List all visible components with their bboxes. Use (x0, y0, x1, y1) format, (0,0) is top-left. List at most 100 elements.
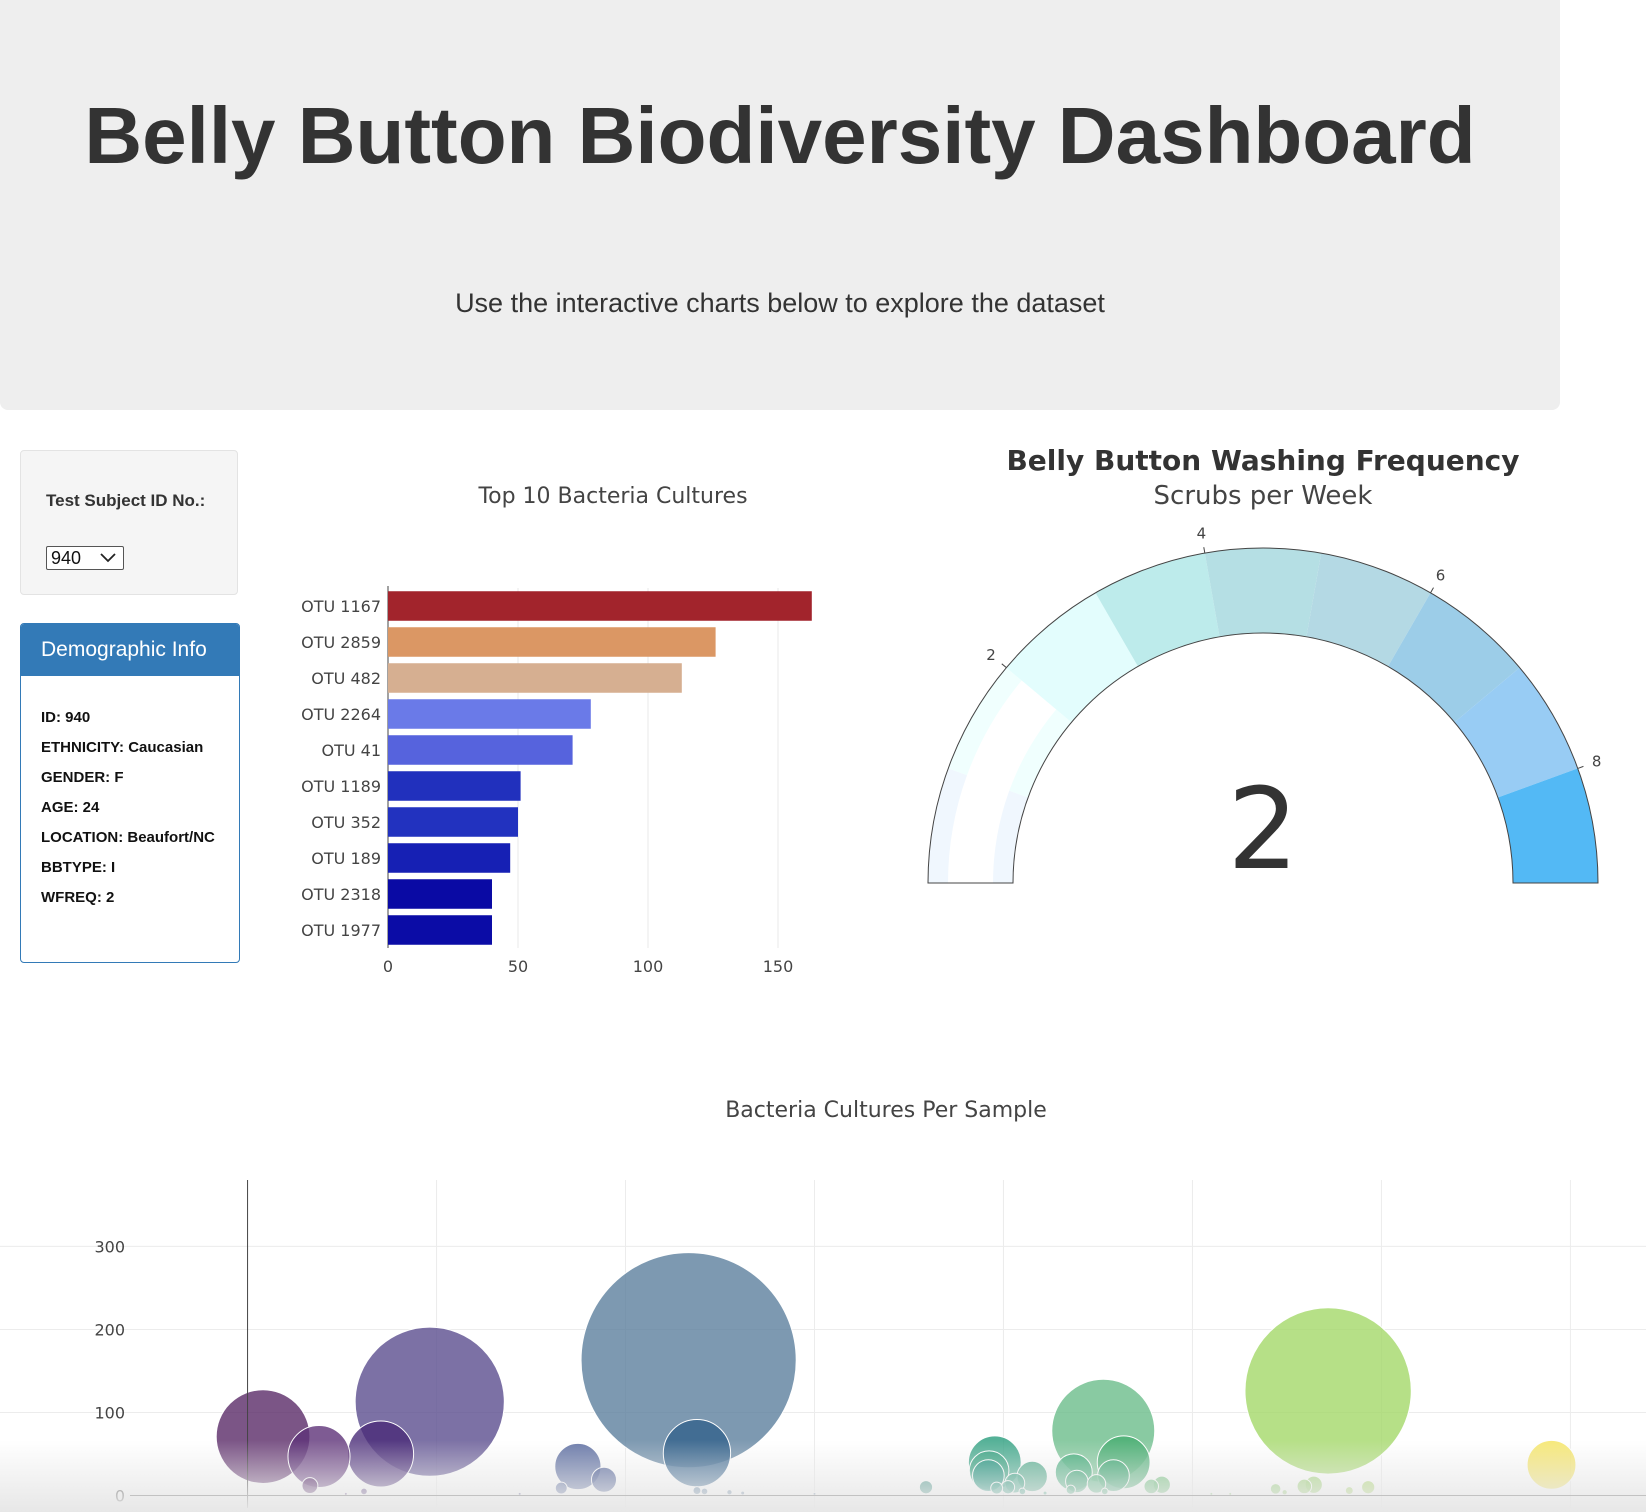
bubble-point-36 (360, 1487, 368, 1496)
bar-label-3: OTU 2264 (301, 705, 381, 724)
bar-xtick-3: 150 (763, 957, 794, 976)
demographic-wfreq: WFREQ: 2 (41, 889, 115, 906)
bar-label-7: OTU 189 (311, 849, 381, 868)
bubble-point-23 (301, 1477, 319, 1494)
bubble-point-7 (287, 1424, 351, 1489)
demographic-gender: GENDER: F (41, 769, 124, 786)
demographic-panel: Demographic Info ID: 940 ETHNICITY: Cauc… (20, 623, 240, 963)
chevron-down-icon (100, 553, 116, 563)
bubble-point-26 (1361, 1480, 1376, 1495)
top10-bar-chart: Top 10 Bacteria Cultures 0 50 100 150 OTU 116… (301, 484, 812, 976)
bar-4 (388, 735, 573, 765)
demographic-panel-heading: Demographic Info (21, 624, 239, 676)
subject-id-select[interactable]: 940 (46, 546, 124, 570)
bubble-point-28 (1000, 1480, 1016, 1495)
bar-label-5: OTU 1189 (301, 777, 381, 796)
bubble-point-45 (343, 1491, 348, 1496)
bubble-point-46 (812, 1491, 817, 1496)
bubble-point-47 (1228, 1491, 1233, 1496)
demographic-location: LOCATION: Beaufort/NC (41, 829, 215, 846)
bubble-point-30 (554, 1481, 568, 1495)
gauge-step-7 (1454, 667, 1578, 798)
subject-selector-label: Test Subject ID No.: (46, 491, 206, 510)
gauge-step-3 (1095, 553, 1220, 667)
gauge-tick-0 (1001, 663, 1007, 669)
bubble-ytick-1: 100 (94, 1404, 125, 1423)
bar-2 (388, 663, 682, 693)
gauge-step-4 (1204, 548, 1322, 637)
gauge-tick-2 (1430, 587, 1434, 594)
bubble-ytick-2: 200 (94, 1320, 125, 1339)
bar-label-8: OTU 2318 (301, 885, 381, 904)
bubble-point-6 (347, 1420, 415, 1488)
bubble-point-5 (662, 1419, 732, 1488)
bubble-point-37 (1018, 1487, 1027, 1496)
bar-label-6: OTU 352 (311, 813, 381, 832)
bubble-point-27 (918, 1480, 934, 1495)
subject-selector-well: Test Subject ID No.: 940 (20, 450, 238, 595)
bar-7 (388, 843, 511, 873)
bar-xtick-2: 100 (633, 957, 664, 976)
bubble-ytick-0: 0 (115, 1487, 125, 1506)
gauge-step-8 (1497, 768, 1598, 883)
bubble-point-29 (990, 1481, 1004, 1495)
subject-id-selected-value: 940 (51, 548, 82, 568)
gauge-tick-3 (1577, 765, 1584, 769)
gauge-title: Belly Button Washing Frequency (1006, 444, 1519, 477)
demographic-panel-body: ID: 940 ETHNICITY: Caucasian GENDER: F A… (41, 709, 231, 919)
washing-frequency-gauge: Belly Button Washing Frequency Scrubs per… (927, 444, 1602, 895)
gauge-step-6 (1388, 592, 1520, 723)
demographic-id: ID: 940 (41, 709, 91, 726)
demographic-bbtype: BBTYPE: I (41, 859, 116, 876)
gauge-tick-label-3: 8 (1592, 753, 1602, 771)
bubble-point-10 (1526, 1439, 1577, 1490)
gauge-value: 2 (1227, 765, 1298, 895)
bubble-point-41 (740, 1490, 746, 1496)
bar-label-2: OTU 482 (311, 669, 381, 688)
demographic-age: AGE: 24 (41, 799, 100, 816)
bar-label-4: OTU 41 (321, 741, 381, 760)
bubble-point-17 (590, 1466, 618, 1493)
header-jumbotron: Belly Button Biodiversity Dashboard Use … (0, 0, 1560, 410)
gauge-tick-label-2: 6 (1436, 567, 1446, 585)
bubble-point-34 (692, 1486, 702, 1496)
gauge-tick-1 (1203, 547, 1206, 554)
bubble-point-42 (1042, 1490, 1048, 1496)
bar-xtick-0: 0 (383, 957, 393, 976)
page-subtitle: Use the interactive charts below to expl… (455, 288, 1105, 318)
bar-label-9: OTU 1977 (301, 921, 381, 940)
bubble-point-38 (1100, 1487, 1109, 1496)
bacteria-bubble-chart: Bacteria Cultures Per Sample010020030005… (0, 1098, 1646, 1508)
bubble-point-35 (700, 1487, 709, 1496)
bubble-point-31 (1269, 1483, 1282, 1495)
gauge-outline (927, 547, 1599, 884)
bar-chart-title: Top 10 Bacteria Cultures (477, 484, 747, 509)
bar-9 (388, 915, 492, 945)
bubble-point-24 (1143, 1478, 1160, 1495)
bar-xtick-1: 50 (508, 957, 528, 976)
bar-3 (388, 699, 591, 729)
bubble-point-39 (726, 1489, 733, 1496)
demographic-ethnicity: ETHNICITY: Caucasian (41, 739, 204, 756)
bubble-point-44 (517, 1491, 522, 1496)
bar-label-0: OTU 1167 (301, 597, 381, 616)
bubble-point-32 (1065, 1484, 1076, 1495)
bar-6 (388, 807, 518, 837)
bar-5 (388, 771, 521, 801)
bubble-chart-title: Bacteria Cultures Per Sample (725, 1098, 1047, 1123)
bar-label-1: OTU 2859 (301, 633, 381, 652)
bubble-point-43 (1209, 1491, 1214, 1496)
bar-0 (388, 591, 812, 621)
gauge-subtitle: Scrubs per Week (1154, 481, 1373, 511)
bar-1 (388, 627, 716, 657)
bubble-point-25 (1296, 1478, 1313, 1495)
gauge-step-5 (1306, 553, 1431, 667)
bubble-point-33 (1344, 1486, 1354, 1496)
gauge-step-2 (1006, 592, 1138, 723)
bar-8 (388, 879, 492, 909)
gauge-tick-label-0: 2 (986, 646, 996, 664)
gauge-value-bar (948, 680, 1057, 883)
page-title: Belly Button Biodiversity Dashboard (84, 91, 1476, 180)
bubble-point-1 (1244, 1307, 1412, 1475)
bubble-ytick-3: 300 (94, 1237, 125, 1256)
